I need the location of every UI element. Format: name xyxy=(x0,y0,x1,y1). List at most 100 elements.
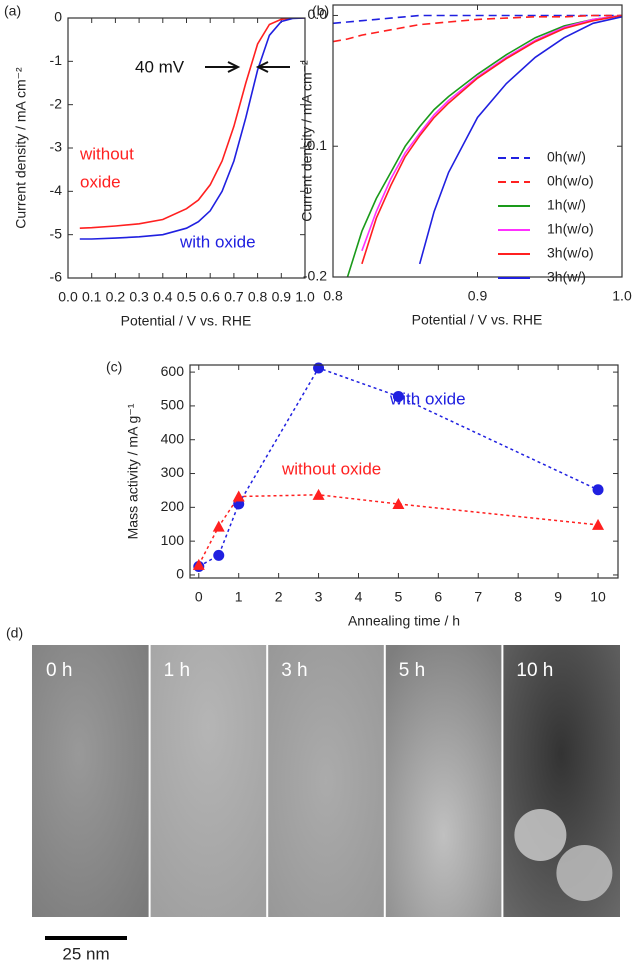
x-tick-label: 0.3 xyxy=(129,289,149,305)
x-tick-label: 0.2 xyxy=(106,289,126,305)
micrograph xyxy=(267,645,385,917)
annotation: 40 mV xyxy=(135,57,185,76)
chart: (c) 0 100 200 300 400 500 600 0 1 2 3 4 5 6 7 8 9 10 Anneal… xyxy=(106,359,619,629)
y-tick-label: -4 xyxy=(50,182,63,198)
series-line xyxy=(361,14,622,265)
legend-label: 0h(w/o) xyxy=(547,173,594,189)
legend-label: 3h(w/o) xyxy=(547,245,594,261)
y-tick-label: -5 xyxy=(50,225,63,241)
y-axis-label: Current density / mA cm⁻² xyxy=(299,60,315,222)
marker xyxy=(313,362,325,374)
x-tick-label: 0.6 xyxy=(200,289,220,305)
legend-label: 3h(w/) xyxy=(547,269,586,285)
series-line xyxy=(361,14,622,252)
x-tick-label: 3 xyxy=(315,589,323,605)
y-tick-label: 0 xyxy=(176,566,184,582)
frame-label: 10 h xyxy=(516,660,553,681)
x-tick-label: 10 xyxy=(590,589,606,605)
y-tick-label: 0.0 xyxy=(308,6,328,22)
marker xyxy=(212,520,225,532)
y-tick-label: -0.1 xyxy=(303,137,327,153)
annotation: oxide xyxy=(80,172,121,191)
arrow xyxy=(205,61,241,73)
x-tick-label: 0.9 xyxy=(468,288,488,304)
plot-frame xyxy=(332,4,623,278)
arrow xyxy=(255,61,290,73)
micrograph xyxy=(149,645,268,917)
marker xyxy=(392,390,404,402)
annotation: with oxide xyxy=(389,389,466,408)
x-tick-label: 0.9 xyxy=(272,289,292,305)
y-tick-label: -1 xyxy=(50,52,63,68)
y-tick-label: -0.2 xyxy=(303,268,327,284)
legend-label: 1h(w/o) xyxy=(547,221,594,237)
annotation: without xyxy=(79,144,134,163)
x-tick-label: 6 xyxy=(434,589,442,605)
x-tick-label: 0.8 xyxy=(248,289,268,305)
series-line xyxy=(79,18,305,229)
y-tick-label: -6 xyxy=(50,269,63,285)
x-tick-label: 4 xyxy=(355,589,363,605)
y-tick-label: 600 xyxy=(161,363,185,379)
x-tick-label: 0.7 xyxy=(224,289,244,305)
annotation: without oxide xyxy=(281,459,381,478)
chart: (b)0.0 -0.1 -0.2 0.8 0.9 1.0 Potential / V vs.… xyxy=(299,3,632,328)
y-tick-label: -2 xyxy=(50,95,63,111)
marker xyxy=(192,558,205,570)
series-line xyxy=(418,16,622,265)
x-tick-label: 0.4 xyxy=(153,289,173,305)
x-tick-label: 0.0 xyxy=(58,289,78,305)
frame-label: 3 h xyxy=(281,660,307,681)
marker xyxy=(312,488,325,500)
x-tick-label: 1 xyxy=(235,589,243,605)
plot-frame xyxy=(189,364,619,579)
series-line xyxy=(79,18,305,240)
marker xyxy=(213,549,225,561)
panel-label: (c) xyxy=(106,359,122,375)
x-tick-label: 0.5 xyxy=(177,289,197,305)
panel-label: (d) xyxy=(6,625,23,641)
series-line xyxy=(198,494,599,566)
x-tick-label: 1.0 xyxy=(295,289,315,305)
x-tick-label: 5 xyxy=(395,589,403,605)
x-axis-label: Potential / V vs. RHE xyxy=(121,313,252,329)
x-tick-label: 0.8 xyxy=(323,288,343,304)
x-axis-label: Annealing time / h xyxy=(348,613,460,629)
y-tick-label: 500 xyxy=(161,397,185,413)
x-tick-label: 0 xyxy=(195,589,203,605)
scale-bar-label: 25 nm xyxy=(62,944,109,961)
x-tick-label: 0.1 xyxy=(82,289,102,305)
frame-label: 5 h xyxy=(399,660,425,681)
y-axis-label: Mass activity / mA g⁻¹ xyxy=(125,403,141,539)
annotation: with oxide xyxy=(179,232,256,251)
x-tick-label: 8 xyxy=(514,589,522,605)
micrograph xyxy=(384,645,503,917)
marker xyxy=(592,484,604,496)
legend-label: 1h(w/) xyxy=(547,197,586,213)
y-tick-label: 300 xyxy=(161,464,185,480)
frame-label: 1 h xyxy=(164,660,190,681)
series-line xyxy=(333,14,622,25)
y-tick-label: 400 xyxy=(161,430,185,446)
panel-label: (a) xyxy=(4,3,21,19)
micrograph xyxy=(32,645,150,917)
y-tick-label: -3 xyxy=(50,139,63,155)
x-tick-label: 7 xyxy=(474,589,482,605)
x-tick-label: 9 xyxy=(554,589,562,605)
x-tick-label: 2 xyxy=(275,589,283,605)
y-axis-label: Current density / mA cm⁻² xyxy=(13,67,29,229)
series-line xyxy=(333,14,622,43)
x-axis-label: Potential / V vs. RHE xyxy=(412,312,543,328)
legend-label: 0h(w/) xyxy=(547,149,586,165)
chart: (a) 0 -1 -2 -3 -4 -5 -6 0.0 0.1 0.2 0.3 0.4 0.5 0.6 0.7… xyxy=(4,3,315,329)
series-line xyxy=(346,14,622,277)
marker xyxy=(592,518,605,530)
x-tick-label: 1.0 xyxy=(612,288,632,304)
frame-label: 0 h xyxy=(46,660,72,681)
plot-frame xyxy=(67,17,306,279)
marker xyxy=(392,497,405,509)
particle xyxy=(556,845,613,901)
y-tick-label: 100 xyxy=(161,532,185,548)
y-tick-label: 200 xyxy=(161,498,185,514)
